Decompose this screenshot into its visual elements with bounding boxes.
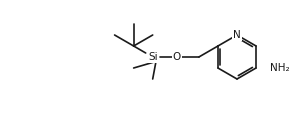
Text: Si: Si (148, 52, 157, 62)
Text: O: O (173, 52, 181, 62)
Text: NH₂: NH₂ (270, 63, 290, 73)
Text: N: N (233, 30, 241, 40)
